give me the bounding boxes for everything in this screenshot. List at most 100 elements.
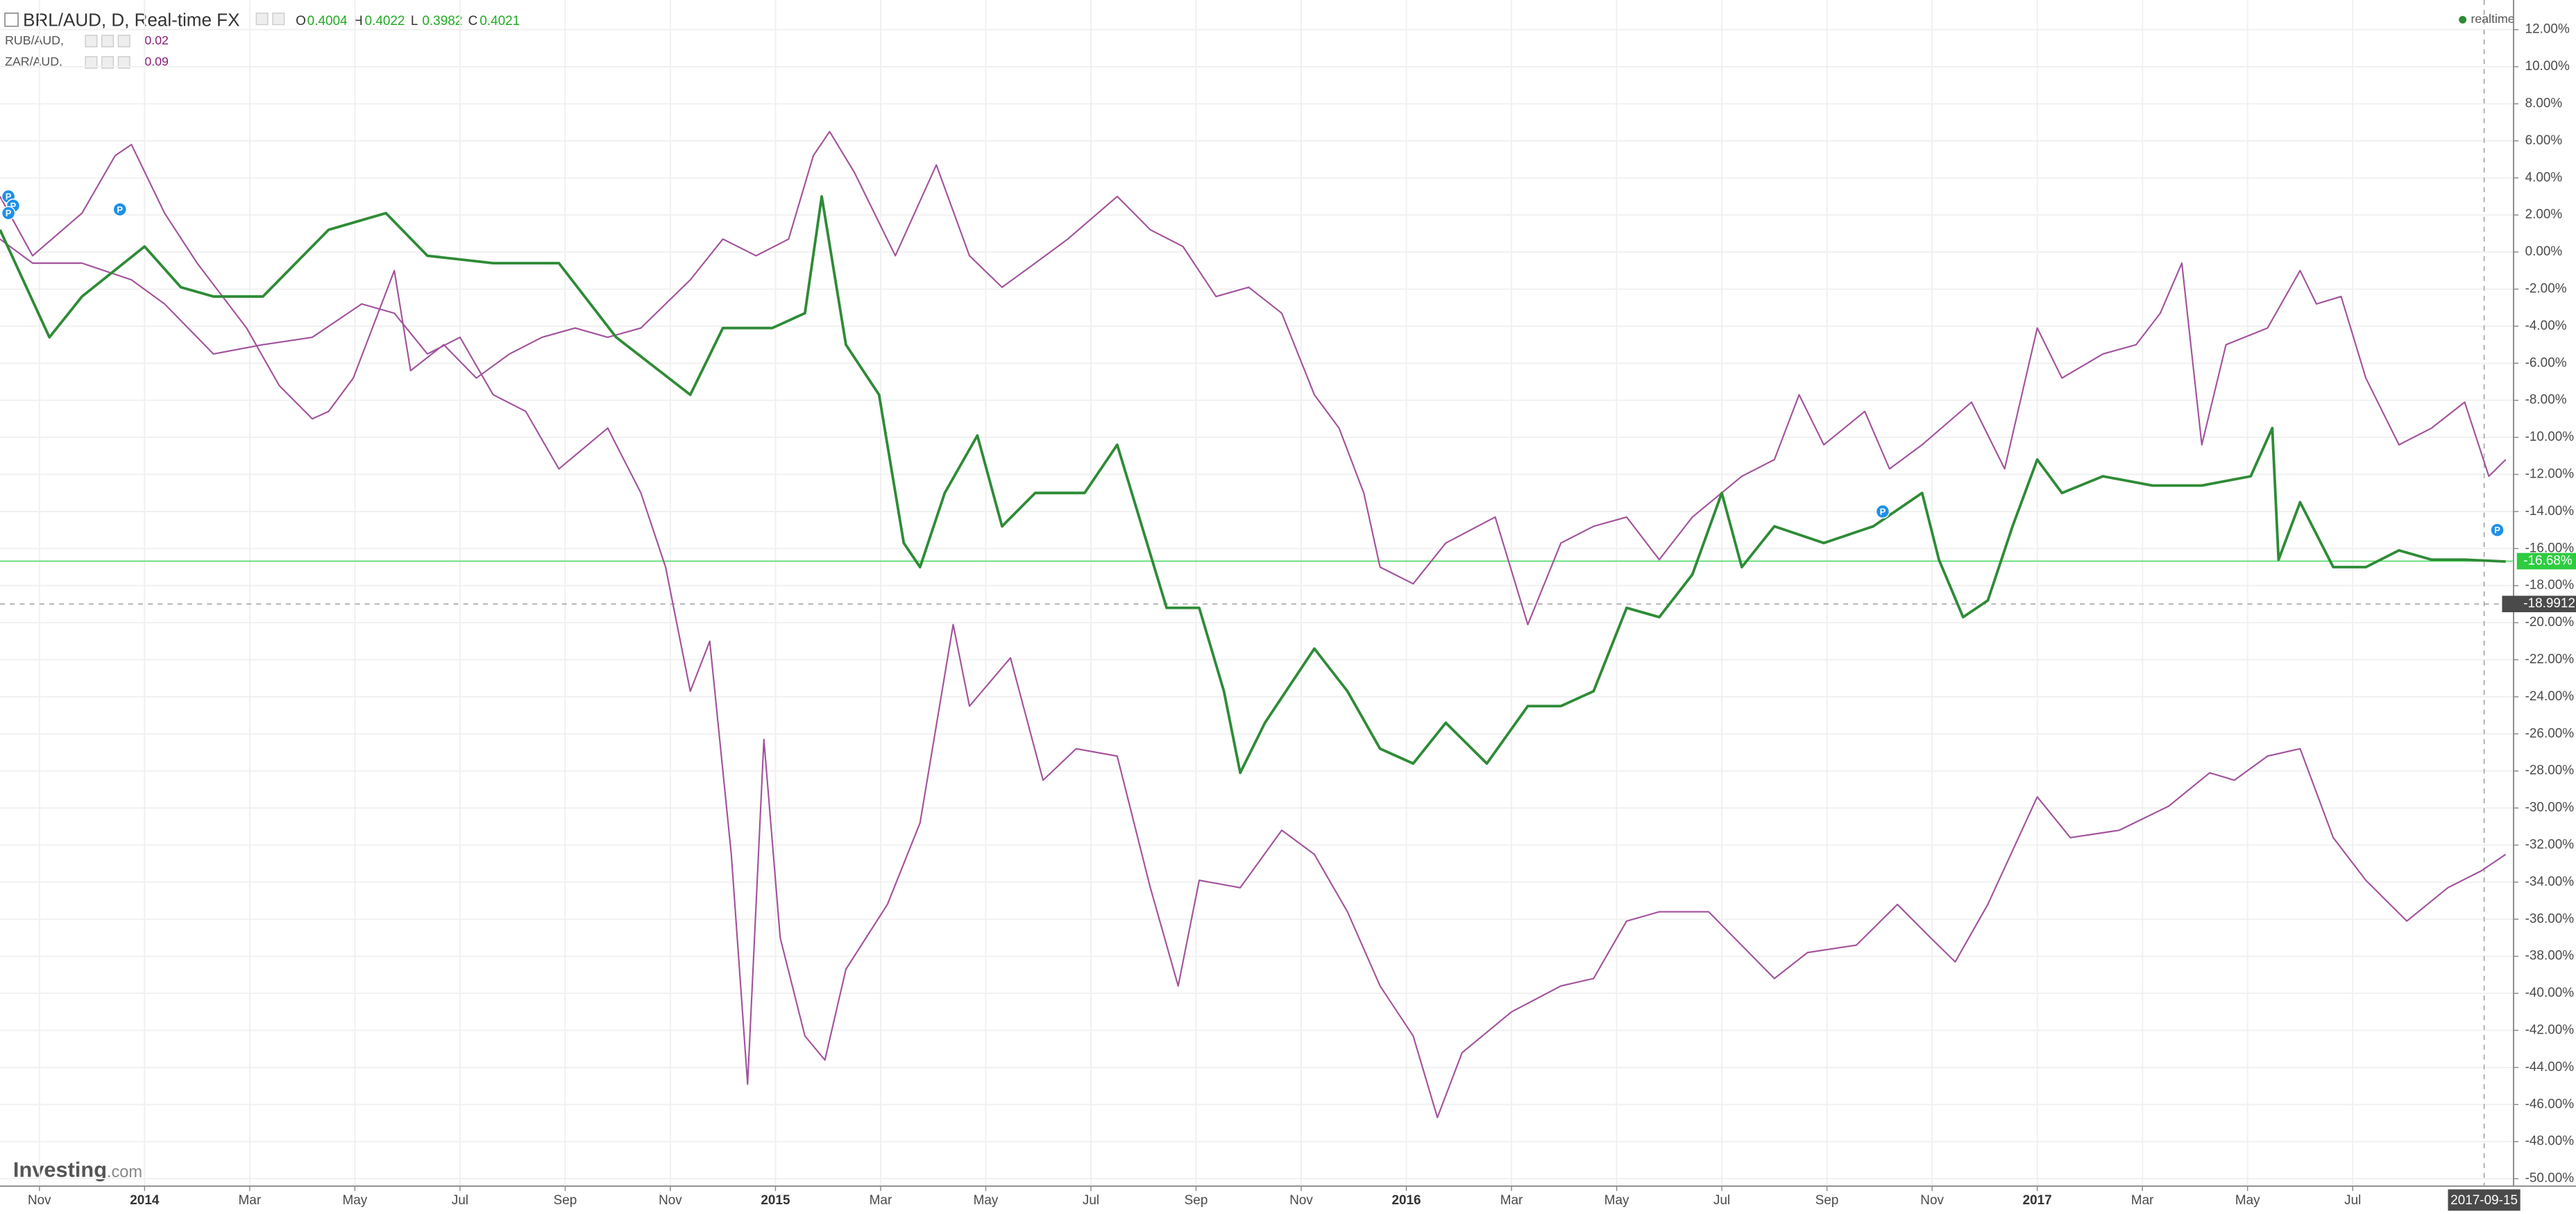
y-tick-label: 8.00%	[2525, 96, 2563, 111]
y-tick-label: -38.00%	[2525, 949, 2575, 963]
y-tick-label: 4.00%	[2525, 170, 2563, 185]
event-marker	[1875, 504, 1890, 519]
x-tick-label: Nov	[28, 1193, 51, 1208]
x-tick-label: 2014	[130, 1193, 160, 1208]
legend-button[interactable]	[255, 12, 269, 26]
x-tick-label: May	[2235, 1193, 2260, 1208]
x-tick-label: Sep	[1815, 1193, 1839, 1208]
y-tick-label: -16.00%	[2525, 541, 2575, 555]
x-tick-label: Jul	[2344, 1193, 2361, 1208]
event-marker	[2490, 523, 2505, 537]
event-marker-label: P	[10, 201, 17, 211]
y-tick-label: -12.00%	[2525, 467, 2575, 482]
crosshair-x-badge	[2448, 1189, 2520, 1211]
series-line	[0, 195, 2506, 775]
ohlc-value: 0.4004	[307, 14, 348, 28]
y-tick-label: -8.00%	[2525, 393, 2567, 407]
event-marker-label: P	[117, 204, 123, 214]
legend-button[interactable]	[272, 12, 285, 26]
y-tick-label: 2.00%	[2525, 208, 2563, 222]
x-tick-label: Mar	[239, 1193, 262, 1208]
crosshair-y-badge	[2502, 596, 2576, 613]
study-button	[117, 35, 130, 48]
x-tick-label: May	[342, 1193, 367, 1208]
y-tick-label: -22.00%	[2525, 652, 2575, 667]
x-tick-label: May	[1604, 1193, 1629, 1208]
crosshair-x-label: 2017-09-15	[2450, 1193, 2518, 1208]
logo: Investing	[13, 1158, 107, 1182]
ohlc-value: 0.4021	[480, 14, 520, 28]
y-tick-label: -4.00%	[2525, 319, 2567, 333]
study-name: RUB/AUD,	[5, 33, 64, 47]
study-legends: RUB/AUD, 0.02 ZAR/AUD, 0.09	[5, 33, 169, 69]
y-tick-label: 12.00%	[2525, 22, 2570, 37]
collapse-icon[interactable]	[4, 12, 19, 27]
study-button	[85, 56, 98, 69]
event-marker	[1, 205, 16, 221]
last-price-label: -16.68%	[2523, 553, 2573, 568]
event-marker-label: P	[6, 192, 12, 202]
ohlc-key: L	[411, 14, 418, 28]
ohlc-values: O 0.4004 H 0.4022 L 0.3982 C 0.4021	[296, 14, 520, 28]
x-tick-label: May	[974, 1193, 999, 1208]
x-tick-label: Jul	[1713, 1193, 1730, 1208]
y-tick-label: -28.00%	[2525, 764, 2575, 778]
y-tick-label: -30.00%	[2525, 800, 2575, 815]
ohlc-value: 0.3982	[422, 14, 462, 28]
ohlc-value: 0.4022	[365, 14, 405, 28]
y-tick-label: 6.00%	[2525, 133, 2563, 148]
study-button	[117, 56, 130, 69]
y-tick-label: -32.00%	[2525, 837, 2575, 852]
y-tick-label: -2.00%	[2525, 282, 2567, 296]
study-value: 0.09	[144, 55, 169, 69]
ohlc-key: C	[468, 14, 478, 28]
y-tick-label: 10.00%	[2525, 59, 2570, 74]
y-tick-label: -40.00%	[2525, 986, 2575, 1000]
status: realtime	[2471, 12, 2514, 26]
y-tick-label: -46.00%	[2525, 1097, 2575, 1111]
y-tick-label: 0.00%	[2525, 244, 2563, 259]
series-line	[0, 238, 2507, 1119]
x-tick-label: 2015	[761, 1193, 790, 1208]
study-value: 0.02	[144, 33, 169, 47]
x-tick-label: Jul	[1083, 1193, 1099, 1208]
x-tick-label: Mar	[1500, 1193, 1523, 1208]
x-tick-label: Nov	[1920, 1193, 1944, 1208]
study-button	[101, 56, 115, 69]
x-tick-label: Sep	[1185, 1193, 1208, 1208]
y-tick-label: -48.00%	[2525, 1134, 2575, 1149]
x-tick-label: 2017	[2023, 1193, 2052, 1208]
y-tick-label: -50.00%	[2525, 1171, 2575, 1186]
y-tick-label: -42.00%	[2525, 1022, 2575, 1037]
main-legend: BRL/AUD, D, Real-time FX	[23, 10, 239, 31]
y-tick-label: -24.00%	[2525, 689, 2575, 704]
x-tick-label: Mar	[2131, 1193, 2154, 1208]
status-dot	[2459, 15, 2467, 24]
crosshair-y-label: -18.9912	[2523, 596, 2575, 611]
study-name: ZAR/AUD,	[5, 55, 62, 69]
y-tick-label: -34.00%	[2525, 875, 2575, 889]
series-line	[0, 130, 2507, 625]
study-button	[85, 35, 98, 48]
x-tick-label: Nov	[659, 1193, 682, 1208]
y-tick-label: -36.00%	[2525, 911, 2575, 926]
y-tick-label: -44.00%	[2525, 1060, 2575, 1074]
event-marker-label: P	[2494, 525, 2500, 535]
y-tick-label: -10.00%	[2525, 430, 2575, 444]
y-tick-label: -20.00%	[2525, 615, 2575, 630]
x-tick-label: Sep	[554, 1193, 577, 1208]
x-tick-label: Nov	[1289, 1193, 1313, 1208]
y-tick-label: -18.00%	[2525, 578, 2575, 593]
y-tick-label: -14.00%	[2525, 504, 2575, 519]
event-marker	[112, 202, 127, 217]
x-tick-label: Jul	[452, 1193, 468, 1208]
y-tick-label: -26.00%	[2525, 726, 2575, 741]
x-tick-label: 2016	[1391, 1193, 1421, 1208]
ohlc-key: O	[296, 14, 306, 28]
last-price-badge	[2516, 553, 2576, 570]
x-tick-label: Mar	[870, 1193, 892, 1208]
ohlc-key: H	[353, 14, 363, 28]
event-marker-label: P	[6, 208, 12, 219]
